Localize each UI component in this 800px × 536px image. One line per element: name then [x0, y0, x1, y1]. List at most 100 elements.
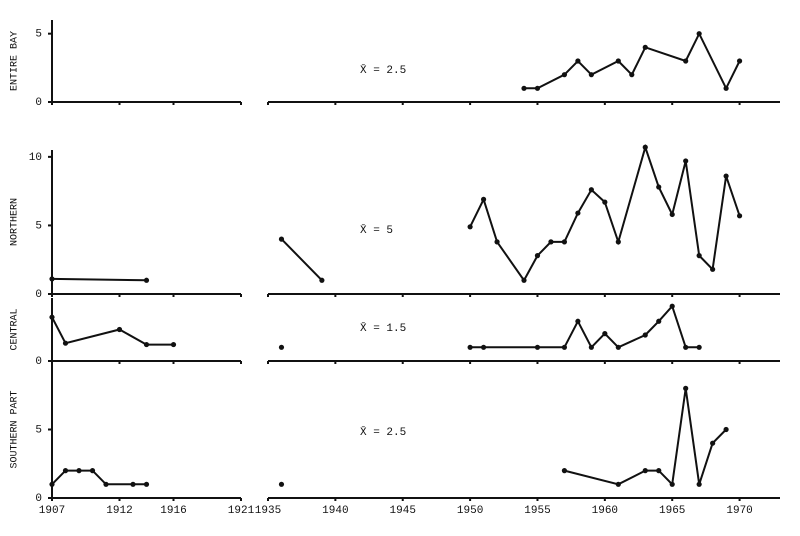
- point: [170, 341, 177, 348]
- point: [656, 184, 662, 190]
- y-label: ENTIRE BAY: [10, 31, 21, 91]
- point: [588, 187, 594, 193]
- y-label: NORTHERN: [10, 198, 21, 246]
- y-tick-label: 0: [35, 97, 42, 109]
- point: [62, 340, 69, 346]
- y-tick-label: 5: [35, 424, 42, 436]
- annotation: X̄ = 5: [360, 224, 393, 237]
- point: [534, 344, 541, 350]
- y-tick-label: 10: [29, 152, 42, 164]
- point: [62, 468, 69, 474]
- point: [696, 253, 702, 259]
- point: [615, 239, 621, 245]
- point: [642, 44, 648, 50]
- point: [49, 314, 55, 320]
- point: [696, 344, 702, 350]
- point: [642, 332, 648, 338]
- point: [143, 481, 150, 487]
- point: [143, 277, 150, 283]
- y-tick-label: 0: [35, 356, 42, 368]
- point: [561, 239, 568, 245]
- point: [642, 468, 648, 474]
- x-tick-label: 1970: [726, 505, 752, 517]
- point: [521, 277, 527, 283]
- point: [278, 344, 285, 350]
- point: [736, 58, 743, 64]
- point: [130, 481, 136, 487]
- point: [642, 144, 648, 150]
- x-tick-label: 1960: [592, 505, 618, 517]
- point: [467, 224, 473, 230]
- point: [319, 277, 325, 283]
- point: [116, 326, 123, 333]
- point: [696, 481, 702, 487]
- x-tick-label: 1912: [106, 505, 132, 517]
- point: [656, 468, 662, 474]
- point: [669, 303, 675, 309]
- point: [575, 210, 581, 216]
- point: [575, 318, 581, 324]
- point: [480, 196, 487, 202]
- point: [561, 468, 568, 474]
- point: [710, 440, 716, 446]
- annotation: X̄ = 2.5: [360, 426, 406, 439]
- x-tick-label: 1921: [228, 505, 255, 517]
- point: [143, 341, 150, 348]
- y-label: SOUTHERN PART: [10, 390, 21, 468]
- point: [656, 318, 662, 324]
- point: [602, 331, 608, 337]
- x-tick-label: 1965: [659, 505, 685, 517]
- x-tick-label: 1945: [390, 505, 416, 517]
- point: [548, 239, 554, 245]
- y-tick-label: 5: [35, 29, 42, 41]
- y-tick-label: 5: [35, 220, 42, 232]
- point: [480, 344, 487, 350]
- point: [615, 58, 621, 64]
- x-tick-label: 1935: [255, 505, 281, 517]
- point: [494, 239, 500, 245]
- point: [89, 468, 96, 474]
- point: [103, 481, 109, 487]
- y-tick-label: 0: [35, 289, 42, 301]
- point: [615, 481, 621, 487]
- point: [467, 344, 473, 350]
- point: [696, 31, 702, 37]
- point: [561, 72, 568, 78]
- point: [588, 72, 594, 78]
- point: [278, 236, 285, 242]
- point: [534, 85, 541, 91]
- point: [710, 266, 716, 272]
- annotation: X̄ = 2.5: [360, 64, 406, 77]
- y-tick-label: 0: [35, 493, 42, 505]
- point: [521, 85, 527, 91]
- y-label: CENTRAL: [10, 308, 21, 350]
- line: [51, 143, 741, 283]
- point: [669, 211, 675, 218]
- x-tick-label: 1907: [39, 505, 65, 517]
- point: [602, 199, 608, 205]
- point: [723, 85, 729, 91]
- annotation: X̄ = 1.5: [360, 322, 406, 335]
- point: [575, 58, 581, 64]
- point: [683, 344, 689, 350]
- point: [683, 158, 689, 164]
- point: [723, 173, 729, 179]
- x-tick-label: 1940: [322, 505, 348, 517]
- point: [49, 481, 55, 487]
- point: [723, 426, 729, 433]
- point: [561, 344, 568, 350]
- point: [534, 253, 541, 259]
- x-tick-label: 1950: [457, 505, 483, 517]
- point: [76, 468, 82, 474]
- point: [588, 344, 594, 350]
- line: [524, 31, 741, 91]
- point: [278, 481, 285, 487]
- x-tick-label: 1916: [160, 505, 186, 517]
- point: [736, 213, 743, 219]
- point: [629, 72, 635, 78]
- point: [683, 385, 689, 391]
- point: [49, 276, 55, 282]
- point: [615, 344, 621, 350]
